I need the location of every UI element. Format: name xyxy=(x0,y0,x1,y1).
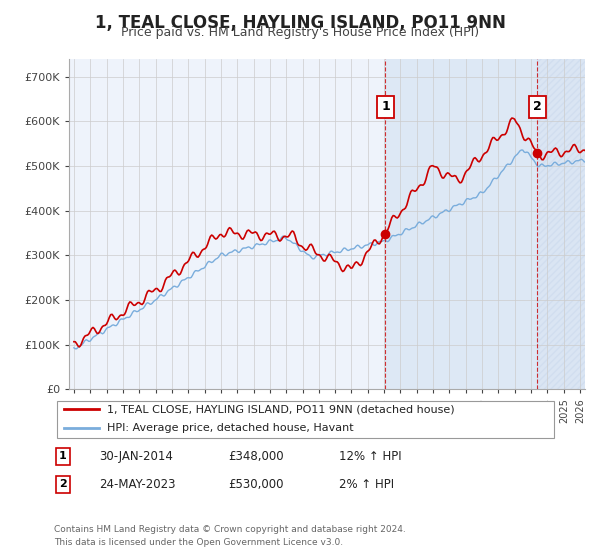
Text: 1, TEAL CLOSE, HAYLING ISLAND, PO11 9NN: 1, TEAL CLOSE, HAYLING ISLAND, PO11 9NN xyxy=(95,14,505,32)
Bar xyxy=(385,59,538,389)
Text: 1, TEAL CLOSE, HAYLING ISLAND, PO11 9NN (detached house): 1, TEAL CLOSE, HAYLING ISLAND, PO11 9NN … xyxy=(107,404,455,414)
Text: Contains HM Land Registry data © Crown copyright and database right 2024.: Contains HM Land Registry data © Crown c… xyxy=(54,525,406,534)
Text: 2% ↑ HPI: 2% ↑ HPI xyxy=(339,478,394,491)
Text: 12% ↑ HPI: 12% ↑ HPI xyxy=(339,450,401,463)
FancyBboxPatch shape xyxy=(56,400,554,437)
Text: £530,000: £530,000 xyxy=(228,478,284,491)
Text: £348,000: £348,000 xyxy=(228,450,284,463)
Text: 24-MAY-2023: 24-MAY-2023 xyxy=(99,478,176,491)
Text: 1: 1 xyxy=(381,100,390,113)
Text: 30-JAN-2014: 30-JAN-2014 xyxy=(99,450,173,463)
Text: Price paid vs. HM Land Registry's House Price Index (HPI): Price paid vs. HM Land Registry's House … xyxy=(121,26,479,39)
Text: HPI: Average price, detached house, Havant: HPI: Average price, detached house, Hava… xyxy=(107,423,353,433)
Text: 1: 1 xyxy=(59,451,67,461)
Text: 2: 2 xyxy=(59,479,67,489)
Bar xyxy=(538,59,585,389)
Text: 2: 2 xyxy=(533,100,542,113)
Text: This data is licensed under the Open Government Licence v3.0.: This data is licensed under the Open Gov… xyxy=(54,538,343,547)
